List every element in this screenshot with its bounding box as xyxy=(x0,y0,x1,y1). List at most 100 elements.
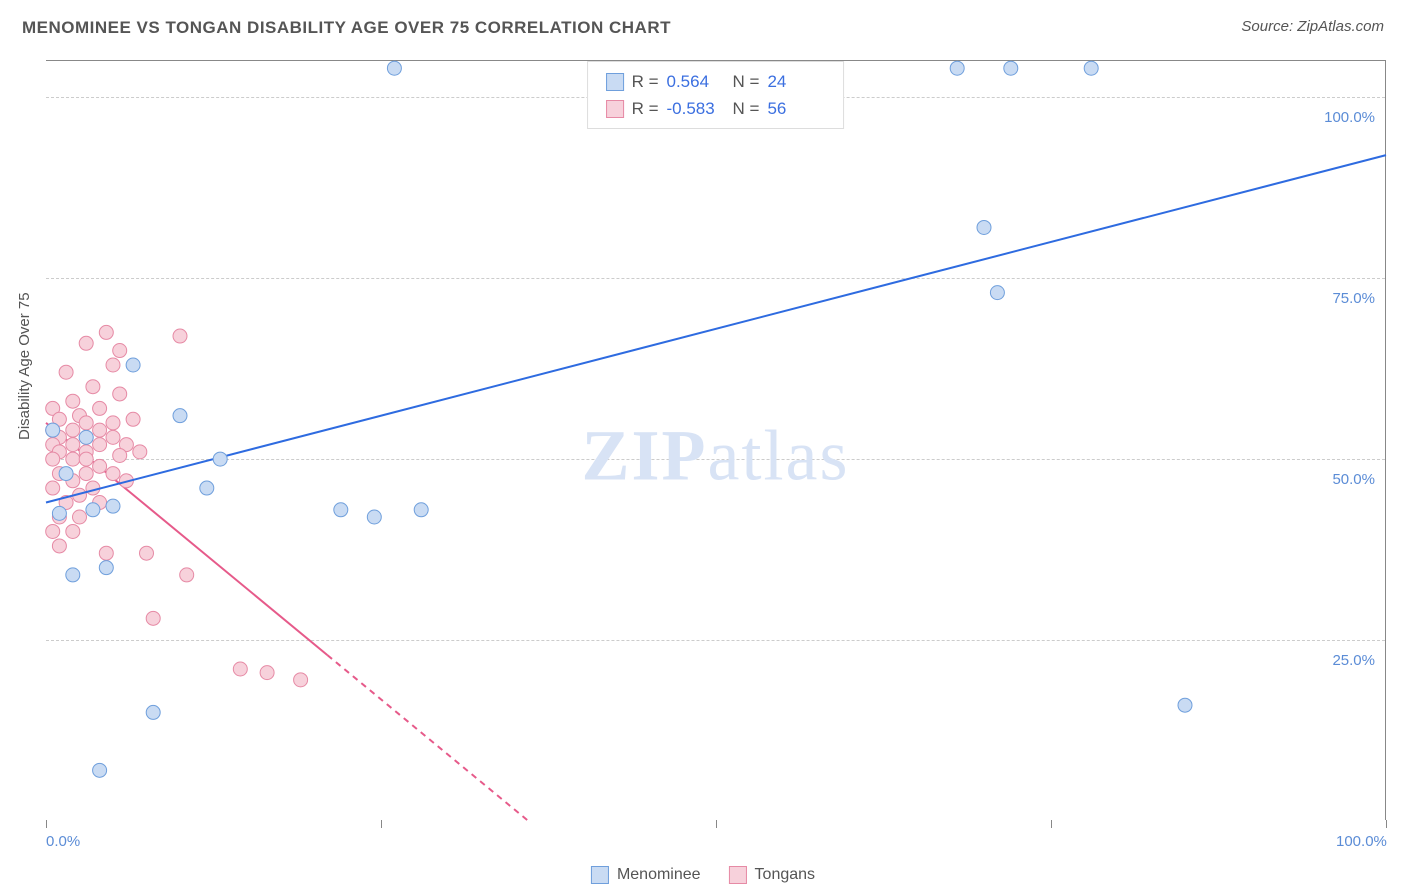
x-tick xyxy=(46,820,47,828)
data-point xyxy=(66,423,80,437)
legend-label: Tongans xyxy=(755,866,816,884)
x-tick xyxy=(381,820,382,828)
data-point xyxy=(1004,61,1018,75)
data-point xyxy=(93,459,107,473)
source-name: ZipAtlas.com xyxy=(1297,18,1384,35)
data-point xyxy=(200,481,214,495)
source-prefix: Source: xyxy=(1241,18,1297,35)
data-point xyxy=(233,662,247,676)
x-tick-label: 0.0% xyxy=(46,833,80,850)
legend-label: Menominee xyxy=(617,866,701,884)
data-point xyxy=(146,611,160,625)
data-point xyxy=(334,503,348,517)
x-tick xyxy=(1051,820,1052,828)
y-axis-label: Disability Age Over 75 xyxy=(16,292,33,440)
chart-title: MENOMINEE VS TONGAN DISABILITY AGE OVER … xyxy=(22,18,671,38)
data-point xyxy=(86,380,100,394)
data-point xyxy=(99,325,113,339)
swatch-icon xyxy=(729,866,747,884)
data-point xyxy=(73,510,87,524)
data-point xyxy=(294,673,308,687)
data-point xyxy=(414,503,428,517)
n-label: N = xyxy=(733,68,760,95)
data-point xyxy=(126,358,140,372)
data-point xyxy=(46,481,60,495)
data-point xyxy=(79,430,93,444)
data-point xyxy=(59,365,73,379)
data-point xyxy=(66,394,80,408)
x-tick-label: 100.0% xyxy=(1336,833,1387,850)
data-point xyxy=(59,467,73,481)
data-point xyxy=(93,423,107,437)
data-point xyxy=(146,705,160,719)
legend-item-tongans: Tongans xyxy=(729,866,816,884)
chart-svg-overlay xyxy=(46,61,1385,820)
data-point xyxy=(86,503,100,517)
r-value: 0.564 xyxy=(667,68,725,95)
swatch-icon xyxy=(606,100,624,118)
chart-plot-area: 25.0%50.0%75.0%100.0%0.0%100.0% ZIPatlas… xyxy=(46,60,1386,820)
legend-item-menominee: Menominee xyxy=(591,866,701,884)
data-point xyxy=(52,506,66,520)
swatch-icon xyxy=(606,73,624,91)
x-tick xyxy=(716,820,717,828)
data-point xyxy=(46,452,60,466)
data-point xyxy=(180,568,194,582)
r-value: -0.583 xyxy=(667,95,725,122)
data-point xyxy=(106,499,120,513)
swatch-icon xyxy=(591,866,609,884)
data-point xyxy=(173,329,187,343)
data-point xyxy=(66,438,80,452)
data-point xyxy=(46,524,60,538)
data-point xyxy=(260,666,274,680)
data-point xyxy=(79,467,93,481)
data-point xyxy=(106,358,120,372)
data-point xyxy=(93,763,107,777)
data-point xyxy=(140,546,154,560)
n-value: 24 xyxy=(767,68,825,95)
data-point xyxy=(79,416,93,430)
data-point xyxy=(93,401,107,415)
data-point xyxy=(99,546,113,560)
data-point xyxy=(133,445,147,459)
n-value: 56 xyxy=(767,95,825,122)
trend-line xyxy=(327,655,528,821)
data-point xyxy=(79,452,93,466)
data-point xyxy=(387,61,401,75)
data-point xyxy=(113,387,127,401)
data-point xyxy=(46,423,60,437)
data-point xyxy=(66,568,80,582)
data-point xyxy=(79,336,93,350)
correlation-legend: R = 0.564 N = 24 R = -0.583 N = 56 xyxy=(587,61,845,129)
data-point xyxy=(173,409,187,423)
data-point xyxy=(113,448,127,462)
correlation-row-tongans: R = -0.583 N = 56 xyxy=(606,95,826,122)
r-label: R = xyxy=(632,68,659,95)
data-point xyxy=(106,430,120,444)
data-point xyxy=(86,481,100,495)
data-point xyxy=(977,220,991,234)
data-point xyxy=(106,416,120,430)
data-point xyxy=(213,452,227,466)
correlation-row-menominee: R = 0.564 N = 24 xyxy=(606,68,826,95)
data-point xyxy=(126,412,140,426)
data-point xyxy=(52,539,66,553)
data-point xyxy=(113,344,127,358)
series-legend: Menominee Tongans xyxy=(591,866,815,884)
chart-header: MENOMINEE VS TONGAN DISABILITY AGE OVER … xyxy=(0,0,1406,46)
data-point xyxy=(367,510,381,524)
data-point xyxy=(99,561,113,575)
n-label: N = xyxy=(733,95,760,122)
x-tick xyxy=(1386,820,1387,828)
data-point xyxy=(106,467,120,481)
data-point xyxy=(950,61,964,75)
source-attribution: Source: ZipAtlas.com xyxy=(1241,18,1384,35)
data-point xyxy=(990,286,1004,300)
data-point xyxy=(93,438,107,452)
data-point xyxy=(1084,61,1098,75)
data-point xyxy=(1178,698,1192,712)
r-label: R = xyxy=(632,95,659,122)
trend-line xyxy=(46,155,1386,502)
data-point xyxy=(66,524,80,538)
data-point xyxy=(66,452,80,466)
